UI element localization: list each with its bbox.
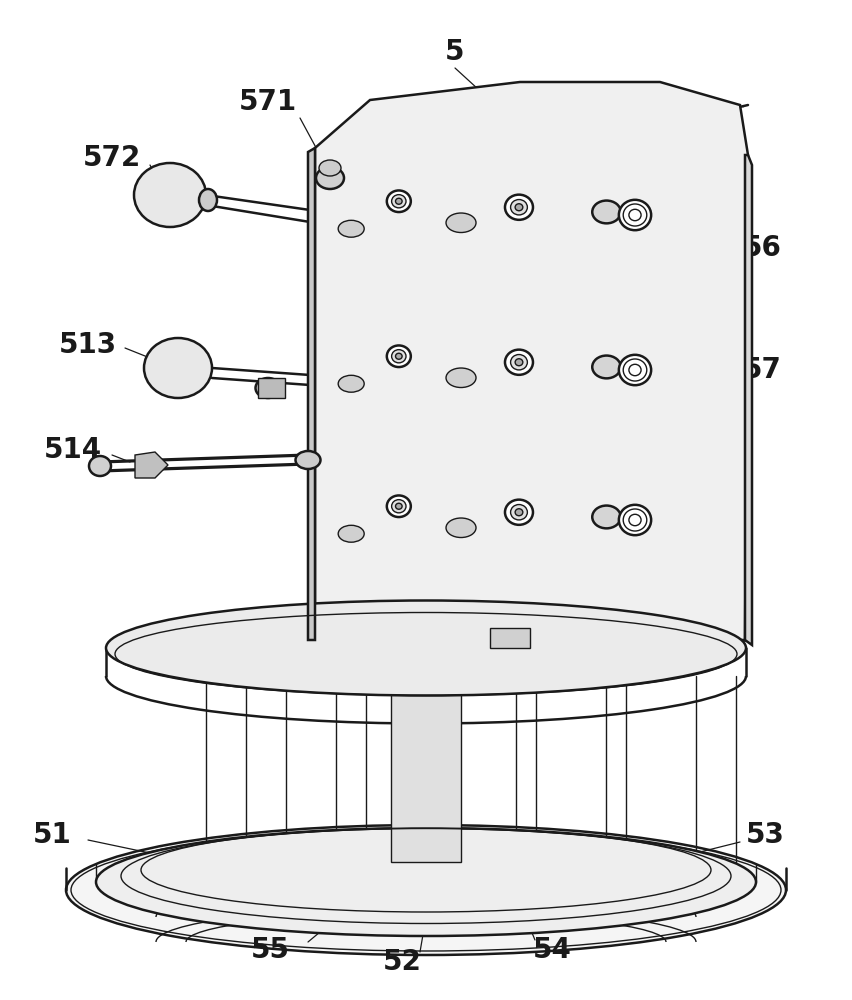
Polygon shape — [135, 452, 168, 478]
Ellipse shape — [316, 167, 344, 189]
Polygon shape — [490, 628, 530, 648]
Ellipse shape — [144, 338, 212, 398]
Ellipse shape — [446, 518, 476, 538]
Text: 5: 5 — [446, 38, 464, 66]
Ellipse shape — [515, 509, 523, 516]
Ellipse shape — [387, 495, 411, 517]
Ellipse shape — [446, 213, 476, 233]
Ellipse shape — [199, 189, 217, 211]
Text: 55: 55 — [250, 936, 290, 964]
Ellipse shape — [392, 500, 406, 513]
Text: 513: 513 — [59, 331, 117, 359]
Ellipse shape — [89, 456, 111, 476]
Ellipse shape — [395, 198, 402, 204]
Text: 54: 54 — [532, 936, 572, 964]
Text: 514: 514 — [44, 436, 102, 464]
Ellipse shape — [96, 828, 756, 936]
Polygon shape — [315, 82, 748, 640]
Ellipse shape — [619, 505, 651, 535]
Polygon shape — [745, 155, 752, 645]
Ellipse shape — [338, 375, 364, 392]
Text: 57: 57 — [743, 356, 781, 384]
Ellipse shape — [619, 200, 651, 230]
Text: 571: 571 — [239, 88, 297, 116]
Ellipse shape — [446, 368, 476, 388]
Ellipse shape — [106, 600, 746, 696]
Ellipse shape — [338, 525, 364, 542]
Ellipse shape — [515, 359, 523, 366]
Ellipse shape — [592, 356, 621, 378]
Ellipse shape — [387, 190, 411, 212]
Ellipse shape — [619, 355, 651, 385]
Ellipse shape — [66, 825, 786, 955]
Text: 56: 56 — [743, 234, 781, 262]
Polygon shape — [391, 676, 461, 862]
Ellipse shape — [592, 506, 621, 528]
Ellipse shape — [505, 500, 533, 525]
Ellipse shape — [510, 355, 527, 370]
Ellipse shape — [515, 204, 523, 211]
Text: 52: 52 — [383, 948, 422, 976]
Ellipse shape — [392, 350, 406, 363]
Ellipse shape — [505, 350, 533, 375]
Polygon shape — [308, 148, 315, 640]
Ellipse shape — [505, 195, 533, 220]
Ellipse shape — [319, 160, 341, 176]
Ellipse shape — [395, 503, 402, 509]
Ellipse shape — [510, 200, 527, 215]
Ellipse shape — [134, 163, 206, 227]
Text: 51: 51 — [32, 821, 72, 849]
Ellipse shape — [392, 195, 406, 208]
Ellipse shape — [395, 353, 402, 359]
Ellipse shape — [592, 201, 621, 223]
Ellipse shape — [296, 451, 320, 469]
Ellipse shape — [510, 505, 527, 520]
Polygon shape — [258, 378, 285, 398]
Text: 572: 572 — [83, 144, 141, 172]
Ellipse shape — [387, 345, 411, 367]
Text: 53: 53 — [746, 821, 785, 849]
Ellipse shape — [338, 220, 364, 237]
Ellipse shape — [256, 378, 280, 398]
